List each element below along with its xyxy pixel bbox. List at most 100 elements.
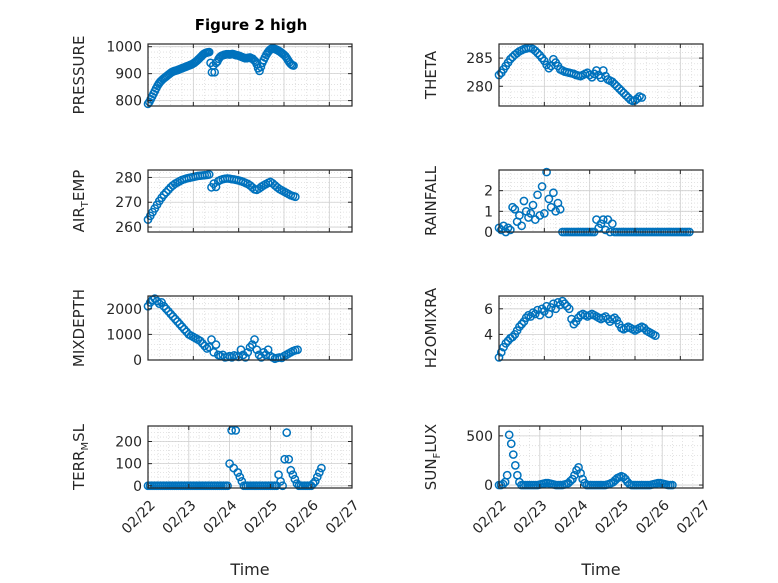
y-tick-label: 2000 <box>106 302 142 318</box>
data-point <box>166 309 176 319</box>
x-tick-label: 02/22 <box>470 497 510 537</box>
data-point <box>280 454 290 464</box>
y-tick-label: 4 <box>484 327 493 343</box>
data-point <box>179 324 189 334</box>
x-tick-label: 02/24 <box>200 497 240 537</box>
data-point <box>539 307 549 316</box>
y-tick-label: 900 <box>115 67 142 83</box>
data-point <box>508 202 517 212</box>
axes-box <box>498 295 704 361</box>
subplot-2: 280 285 THETA <box>422 43 704 107</box>
data-point <box>496 347 506 357</box>
data-point <box>315 468 324 477</box>
data-point <box>562 301 572 311</box>
data-point <box>207 335 216 344</box>
data-point <box>539 209 549 218</box>
subplot-3: 260 270 280 AIRTEMP <box>70 169 353 236</box>
data-point <box>566 476 575 486</box>
data-point <box>211 340 221 349</box>
data-points <box>494 43 647 106</box>
data-point <box>289 61 298 70</box>
data-point <box>601 225 610 235</box>
data-point <box>508 332 517 342</box>
data-point <box>175 319 185 329</box>
data-point <box>310 477 320 486</box>
x-tick-label: 02/27 <box>323 497 363 537</box>
data-point <box>293 345 302 355</box>
subplot-6: 4 6 H2OMIXRA <box>422 287 704 368</box>
x-tick-label: 02/23 <box>160 497 200 537</box>
y-axis-label: AIRTEMP <box>70 170 91 233</box>
y-tick-label: 285 <box>466 51 493 67</box>
y-tick-label: 260 <box>115 220 142 236</box>
data-point <box>159 301 169 311</box>
data-points <box>143 170 300 224</box>
y-tick-label: 270 <box>115 195 142 211</box>
data-point <box>637 93 647 102</box>
y-axis-label: PRESSURE <box>70 36 88 115</box>
data-point <box>227 426 236 435</box>
axes-box <box>147 295 353 361</box>
data-point <box>504 430 514 440</box>
figure-title: Figure 2 high <box>195 16 308 34</box>
y-tick-label: 0 <box>484 478 493 494</box>
y-tick-label: 200 <box>115 435 142 451</box>
data-point <box>526 209 536 218</box>
data-point <box>173 317 182 326</box>
x-tick-label: 02/26 <box>282 497 322 537</box>
y-tick-label: 0 <box>484 225 493 241</box>
y-tick-label: 1 <box>484 204 493 220</box>
data-point <box>177 322 187 332</box>
data-point <box>508 450 518 459</box>
data-point <box>161 187 171 197</box>
data-point <box>247 340 257 349</box>
x-axis-label: Time <box>229 560 269 579</box>
data-point <box>250 335 259 344</box>
x-tick-label: 02/22 <box>119 497 159 537</box>
y-tick-label: 1000 <box>106 327 142 343</box>
data-point <box>164 185 173 195</box>
data-point <box>286 465 296 475</box>
data-point <box>668 480 677 490</box>
data-point <box>549 188 558 198</box>
data-point <box>533 190 542 200</box>
data-point <box>537 182 547 191</box>
data-point <box>612 81 622 91</box>
data-point <box>621 90 631 100</box>
data-point <box>617 86 626 96</box>
data-point <box>278 481 287 491</box>
data-point <box>610 79 619 89</box>
y-axis-label: TERRMSL <box>70 423 91 491</box>
data-point <box>204 47 214 57</box>
data-point <box>519 196 529 206</box>
data-point <box>241 353 250 362</box>
data-point <box>533 48 542 58</box>
y-tick-label: 0 <box>133 479 142 495</box>
x-tick-label: 02/26 <box>633 497 673 537</box>
data-point <box>255 66 264 76</box>
data-point <box>505 54 515 64</box>
data-point <box>282 428 292 437</box>
data-point <box>259 347 268 357</box>
data-point <box>610 313 619 323</box>
data-point <box>506 439 516 449</box>
data-point <box>530 46 540 56</box>
y-tick-label: 800 <box>115 94 142 110</box>
data-point <box>510 204 520 214</box>
data-point <box>195 336 205 346</box>
data-point <box>564 304 574 314</box>
data-point <box>598 215 608 224</box>
x-tick-label: 02/25 <box>241 497 281 537</box>
data-point <box>288 470 298 480</box>
subplot-5: 0 1000 2000 MIXDEPTH <box>70 289 353 369</box>
data-point <box>558 296 567 306</box>
data-point <box>235 472 245 482</box>
y-tick-label: 500 <box>466 429 493 445</box>
y-tick-label: 0 <box>133 353 142 369</box>
data-point <box>198 339 207 348</box>
axes-box <box>147 425 353 489</box>
x-axis-label: Time <box>580 560 620 579</box>
data-point <box>607 77 617 87</box>
data-point <box>164 307 173 316</box>
data-point <box>535 211 545 220</box>
